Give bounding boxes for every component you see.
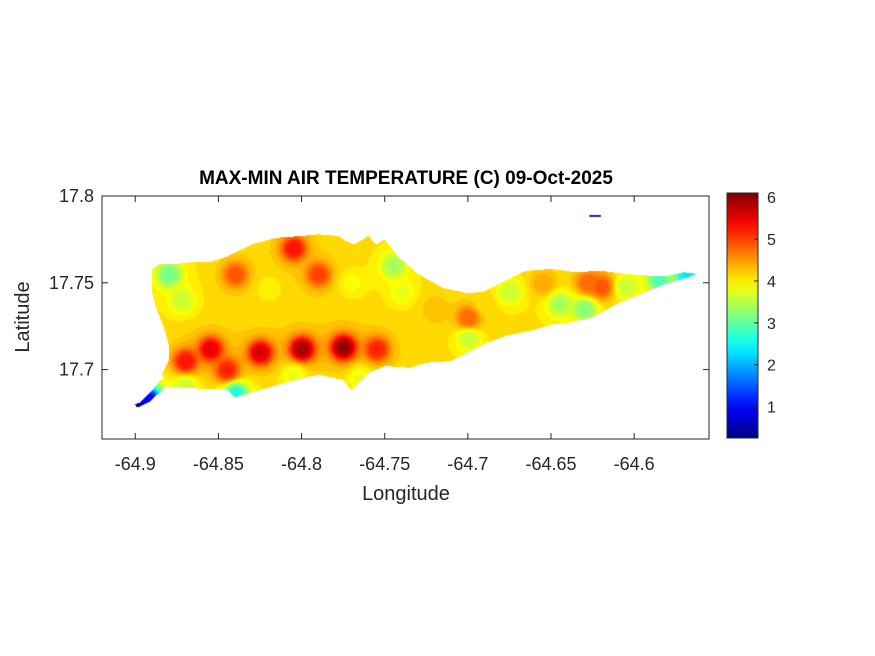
temperature-field bbox=[102, 196, 709, 439]
y-tick-label: 17.75 bbox=[49, 273, 94, 293]
x-axis-label: Longitude bbox=[362, 483, 450, 505]
y-axis-label: Latitude bbox=[12, 281, 34, 352]
colorbar-tick-label: 1 bbox=[767, 400, 776, 417]
y-axis-ticks: 17.7 17.75 17.8 bbox=[49, 186, 709, 380]
chart-title: MAX-MIN AIR TEMPERATURE (C) 09-Oct-2025 bbox=[199, 168, 613, 189]
colorbar-tick-label: 5 bbox=[767, 232, 776, 249]
x-tick-label: -64.9 bbox=[115, 454, 156, 474]
axes-box bbox=[101, 195, 710, 440]
x-axis-ticks: -64.9 -64.85 -64.8 -64.75 -64.7 -64.65 -64.6 bbox=[115, 196, 655, 474]
colorbar-tick-label: 4 bbox=[767, 274, 776, 291]
colorbar-ticks: 1 2 3 4 5 6 bbox=[754, 190, 776, 417]
colorbar: 1 2 3 4 5 6 bbox=[726, 190, 776, 439]
y-tick-label: 17.7 bbox=[59, 360, 94, 380]
x-tick-label: -64.6 bbox=[614, 454, 655, 474]
x-tick-label: -64.65 bbox=[525, 454, 576, 474]
y-tick-label: 17.8 bbox=[59, 186, 94, 206]
colorbar-gradient bbox=[727, 193, 758, 438]
x-tick-label: -64.85 bbox=[193, 454, 244, 474]
colorbar-tick-label: 6 bbox=[767, 190, 776, 207]
colorbar-tick-label: 2 bbox=[767, 358, 776, 375]
plot-area bbox=[102, 196, 709, 439]
x-tick-label: -64.7 bbox=[447, 454, 488, 474]
x-tick-label: -64.8 bbox=[281, 454, 322, 474]
colorbar-tick-label: 3 bbox=[767, 316, 776, 333]
colorbar-frame bbox=[726, 192, 759, 439]
x-tick-label: -64.75 bbox=[359, 454, 410, 474]
